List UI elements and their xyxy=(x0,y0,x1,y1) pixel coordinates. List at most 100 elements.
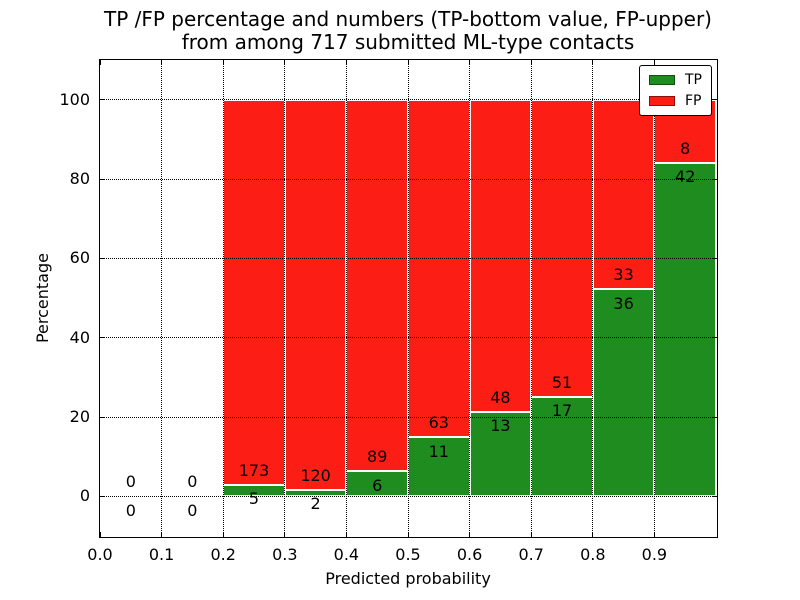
y-tick-mark-right xyxy=(712,337,717,339)
x-tick-label: 0.7 xyxy=(518,545,544,564)
x-tick-label: 0.6 xyxy=(456,545,483,564)
fp-count-label: 51 xyxy=(551,372,573,392)
x-tick-label: 0.0 xyxy=(87,545,113,564)
legend-item-fp: FP xyxy=(649,94,702,108)
y-tick-mark xyxy=(100,99,105,101)
y-tick-label: 20 xyxy=(69,407,90,426)
y-tick-mark xyxy=(100,495,105,497)
x-axis-label: Predicted probability xyxy=(325,569,491,588)
y-tick-mark xyxy=(100,337,105,339)
legend-label-tp: TP xyxy=(685,72,702,88)
fp-count-label: 173 xyxy=(238,460,270,480)
fp-bar-segment xyxy=(592,99,655,290)
chart-title-line1: TP /FP percentage and numbers (TP-bottom… xyxy=(104,7,712,31)
y-tick-mark-right xyxy=(712,495,717,497)
fp-count-label: 8 xyxy=(680,138,691,158)
fp-count-label: 89 xyxy=(367,447,388,466)
y-axis-label: Percentage xyxy=(33,253,52,344)
fp-count-label: 120 xyxy=(300,465,331,485)
tp-count-label: 13 xyxy=(490,416,511,436)
plot-area: 0 0 0 0 173 5 120 2 89 6 63 11 48 13 51 17 33 36 8 42 TP FP xyxy=(99,59,718,538)
tp-bar-segment xyxy=(592,289,655,497)
x-tick-mark-top xyxy=(407,60,409,65)
vertical-gridline xyxy=(530,60,532,537)
tp-count-label: 17 xyxy=(551,401,573,421)
y-tick-label: 100 xyxy=(59,89,90,109)
y-tick-label: 80 xyxy=(69,169,90,188)
y-tick-mark xyxy=(100,178,105,180)
horizontal-gridline xyxy=(100,178,717,180)
y-tick-mark xyxy=(100,257,105,259)
y-tick-label: 0 xyxy=(79,486,90,506)
fp-count-label: 63 xyxy=(428,413,449,433)
horizontal-gridline xyxy=(100,257,717,259)
x-tick-mark xyxy=(284,532,286,537)
x-tick-mark-top xyxy=(161,60,163,65)
x-tick-mark xyxy=(161,532,163,537)
x-tick-mark-top xyxy=(653,60,655,65)
legend-label-fp: FP xyxy=(685,93,702,109)
horizontal-gridline xyxy=(100,337,717,339)
x-tick-mark xyxy=(407,532,409,537)
x-tick-mark-top xyxy=(222,60,224,65)
fp-swatch-icon xyxy=(649,96,675,106)
x-tick-label: 0.1 xyxy=(148,545,175,564)
y-tick-mark xyxy=(100,416,105,418)
tp-count-label: 11 xyxy=(428,441,449,461)
fp-bar-segment xyxy=(469,99,532,412)
x-tick-label: 0.9 xyxy=(641,545,668,564)
x-tick-label: 0.3 xyxy=(272,545,298,564)
vertical-gridline xyxy=(345,60,347,537)
fp-count-label: 0 xyxy=(187,472,198,492)
chart-title-line2: from among 717 submitted ML-type contact… xyxy=(181,30,635,54)
y-tick-label: 60 xyxy=(69,248,90,268)
horizontal-gridline xyxy=(100,99,717,101)
x-tick-mark-top xyxy=(345,60,347,65)
tp-count-label: 36 xyxy=(613,293,634,313)
fp-bar-segment xyxy=(346,99,408,472)
x-tick-mark xyxy=(530,532,532,537)
x-tick-mark-top xyxy=(592,60,594,65)
y-tick-mark-right xyxy=(712,257,717,259)
x-tick-mark xyxy=(592,532,594,537)
vertical-gridline xyxy=(284,60,286,537)
x-tick-mark xyxy=(222,532,224,537)
fp-bar-segment xyxy=(223,99,285,486)
fp-bar-segment xyxy=(284,99,347,490)
y-tick-mark-right xyxy=(712,178,717,180)
horizontal-gridline xyxy=(100,416,717,418)
vertical-gridline xyxy=(407,60,409,537)
tp-bar-segment xyxy=(654,163,716,497)
horizontal-gridline xyxy=(100,495,717,497)
x-tick-mark-top xyxy=(469,60,471,65)
x-tick-mark-top xyxy=(99,60,101,65)
fp-count-label: 33 xyxy=(613,265,634,285)
y-tick-mark-right xyxy=(712,99,717,101)
x-tick-mark xyxy=(99,532,101,537)
x-tick-label: 0.2 xyxy=(210,545,236,564)
vertical-gridline xyxy=(653,60,655,537)
vertical-gridline xyxy=(469,60,471,537)
x-tick-label: 0.4 xyxy=(333,545,360,564)
y-tick-mark-right xyxy=(712,416,717,418)
x-tick-mark xyxy=(469,532,471,537)
x-tick-mark-top xyxy=(284,60,286,65)
tp-count-label: 5 xyxy=(248,489,260,509)
x-tick-mark-top xyxy=(530,60,532,65)
y-tick-label: 40 xyxy=(69,327,90,347)
tp-count-label: 0 xyxy=(125,500,136,520)
tp-bar-segment xyxy=(346,471,408,497)
tp-bar-segment xyxy=(408,437,470,497)
vertical-gridline xyxy=(161,60,163,537)
x-tick-label: 0.5 xyxy=(395,545,421,564)
legend: TP FP xyxy=(639,65,712,116)
tp-count-label: 0 xyxy=(187,500,198,520)
tp-count-label: 6 xyxy=(372,475,383,495)
legend-item-tp: TP xyxy=(649,73,702,87)
fp-count-label: 48 xyxy=(490,387,511,407)
tp-count-label: 42 xyxy=(675,167,696,187)
tp-count-label: 2 xyxy=(310,494,321,514)
fp-bar-segment xyxy=(408,99,470,438)
x-tick-mark xyxy=(345,532,347,537)
